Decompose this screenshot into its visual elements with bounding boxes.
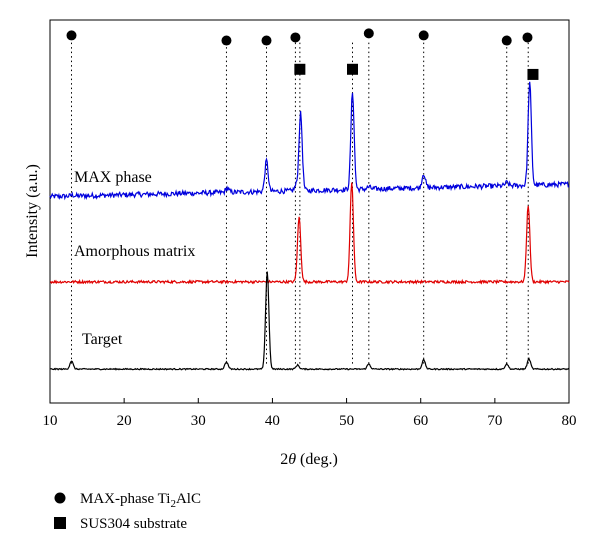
- legend-square-marker: [54, 517, 66, 529]
- x-tick-label: 70: [487, 413, 502, 429]
- max-phase-circle-marker: [261, 35, 272, 46]
- legend-item-max-phase-sub: 2: [170, 498, 176, 510]
- max-phase-circle-marker: [418, 30, 429, 41]
- legend-circle-marker: [54, 492, 66, 504]
- sus304-square-marker: [527, 68, 539, 80]
- legend-item-max-phase-tail: AlC: [176, 491, 201, 507]
- series-label-target: Target: [82, 331, 123, 348]
- dotted-guide-lines: [71, 42, 529, 367]
- phase-markers: [66, 28, 539, 80]
- x-tick-label: 20: [117, 413, 132, 429]
- x-axis-title-prefix: 2: [280, 451, 288, 468]
- plot-frame: [49, 19, 570, 404]
- sus304-square-marker: [347, 63, 359, 75]
- legend-item-sus304: SUS304 substrate: [80, 516, 187, 532]
- x-tick-label: 30: [191, 413, 206, 429]
- series-group: [49, 81, 570, 371]
- y-axis-title: Intensity (a.u.): [24, 164, 41, 258]
- x-tick-label: 80: [562, 413, 577, 429]
- x-axis-title-suffix: (deg.): [296, 451, 338, 468]
- legend-item-max-phase-main: MAX-phase Ti: [80, 491, 170, 507]
- max-phase-circle-marker: [501, 35, 512, 46]
- x-axis-ticks: 10 20 30 40 50 60 70 80: [43, 398, 577, 429]
- max-phase-circle-marker: [522, 32, 533, 43]
- legend-item-max-phase: MAX-phase Ti2AlC: [80, 491, 201, 510]
- x-axis-title-theta: θ: [288, 451, 296, 468]
- series-line-amorphous-matrix: [49, 182, 570, 285]
- x-tick-label: 50: [339, 413, 354, 429]
- max-phase-circle-marker: [290, 32, 301, 43]
- x-tick-label: 10: [43, 413, 58, 429]
- x-tick-label: 40: [265, 413, 280, 429]
- x-tick-label: 60: [413, 413, 428, 429]
- max-phase-circle-marker: [66, 30, 77, 41]
- x-axis-title: 2θ (deg.): [280, 451, 338, 468]
- max-phase-circle-marker: [363, 28, 374, 39]
- series-label-max-phase: MAX phase: [74, 169, 152, 186]
- series-line-target: [49, 271, 570, 371]
- series-label-amorphous-matrix: Amorphous matrix: [74, 243, 195, 260]
- max-phase-circle-marker: [221, 35, 232, 46]
- legend: MAX-phase Ti2AlC SUS304 substrate: [54, 491, 201, 532]
- sus304-square-marker: [294, 63, 306, 75]
- series-line-max-phase: [49, 81, 570, 201]
